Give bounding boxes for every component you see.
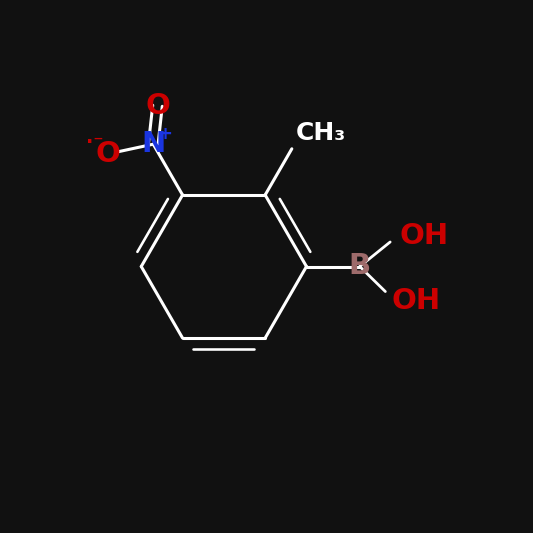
Text: OH: OH — [392, 287, 441, 315]
Text: N: N — [141, 130, 165, 158]
Text: +: + — [157, 125, 173, 142]
Text: CH₃: CH₃ — [296, 120, 346, 144]
Text: O: O — [145, 92, 170, 120]
Text: OH: OH — [400, 222, 449, 249]
Text: B: B — [349, 253, 371, 280]
Text: ·⁻: ·⁻ — [86, 133, 103, 151]
Text: O: O — [95, 140, 120, 168]
